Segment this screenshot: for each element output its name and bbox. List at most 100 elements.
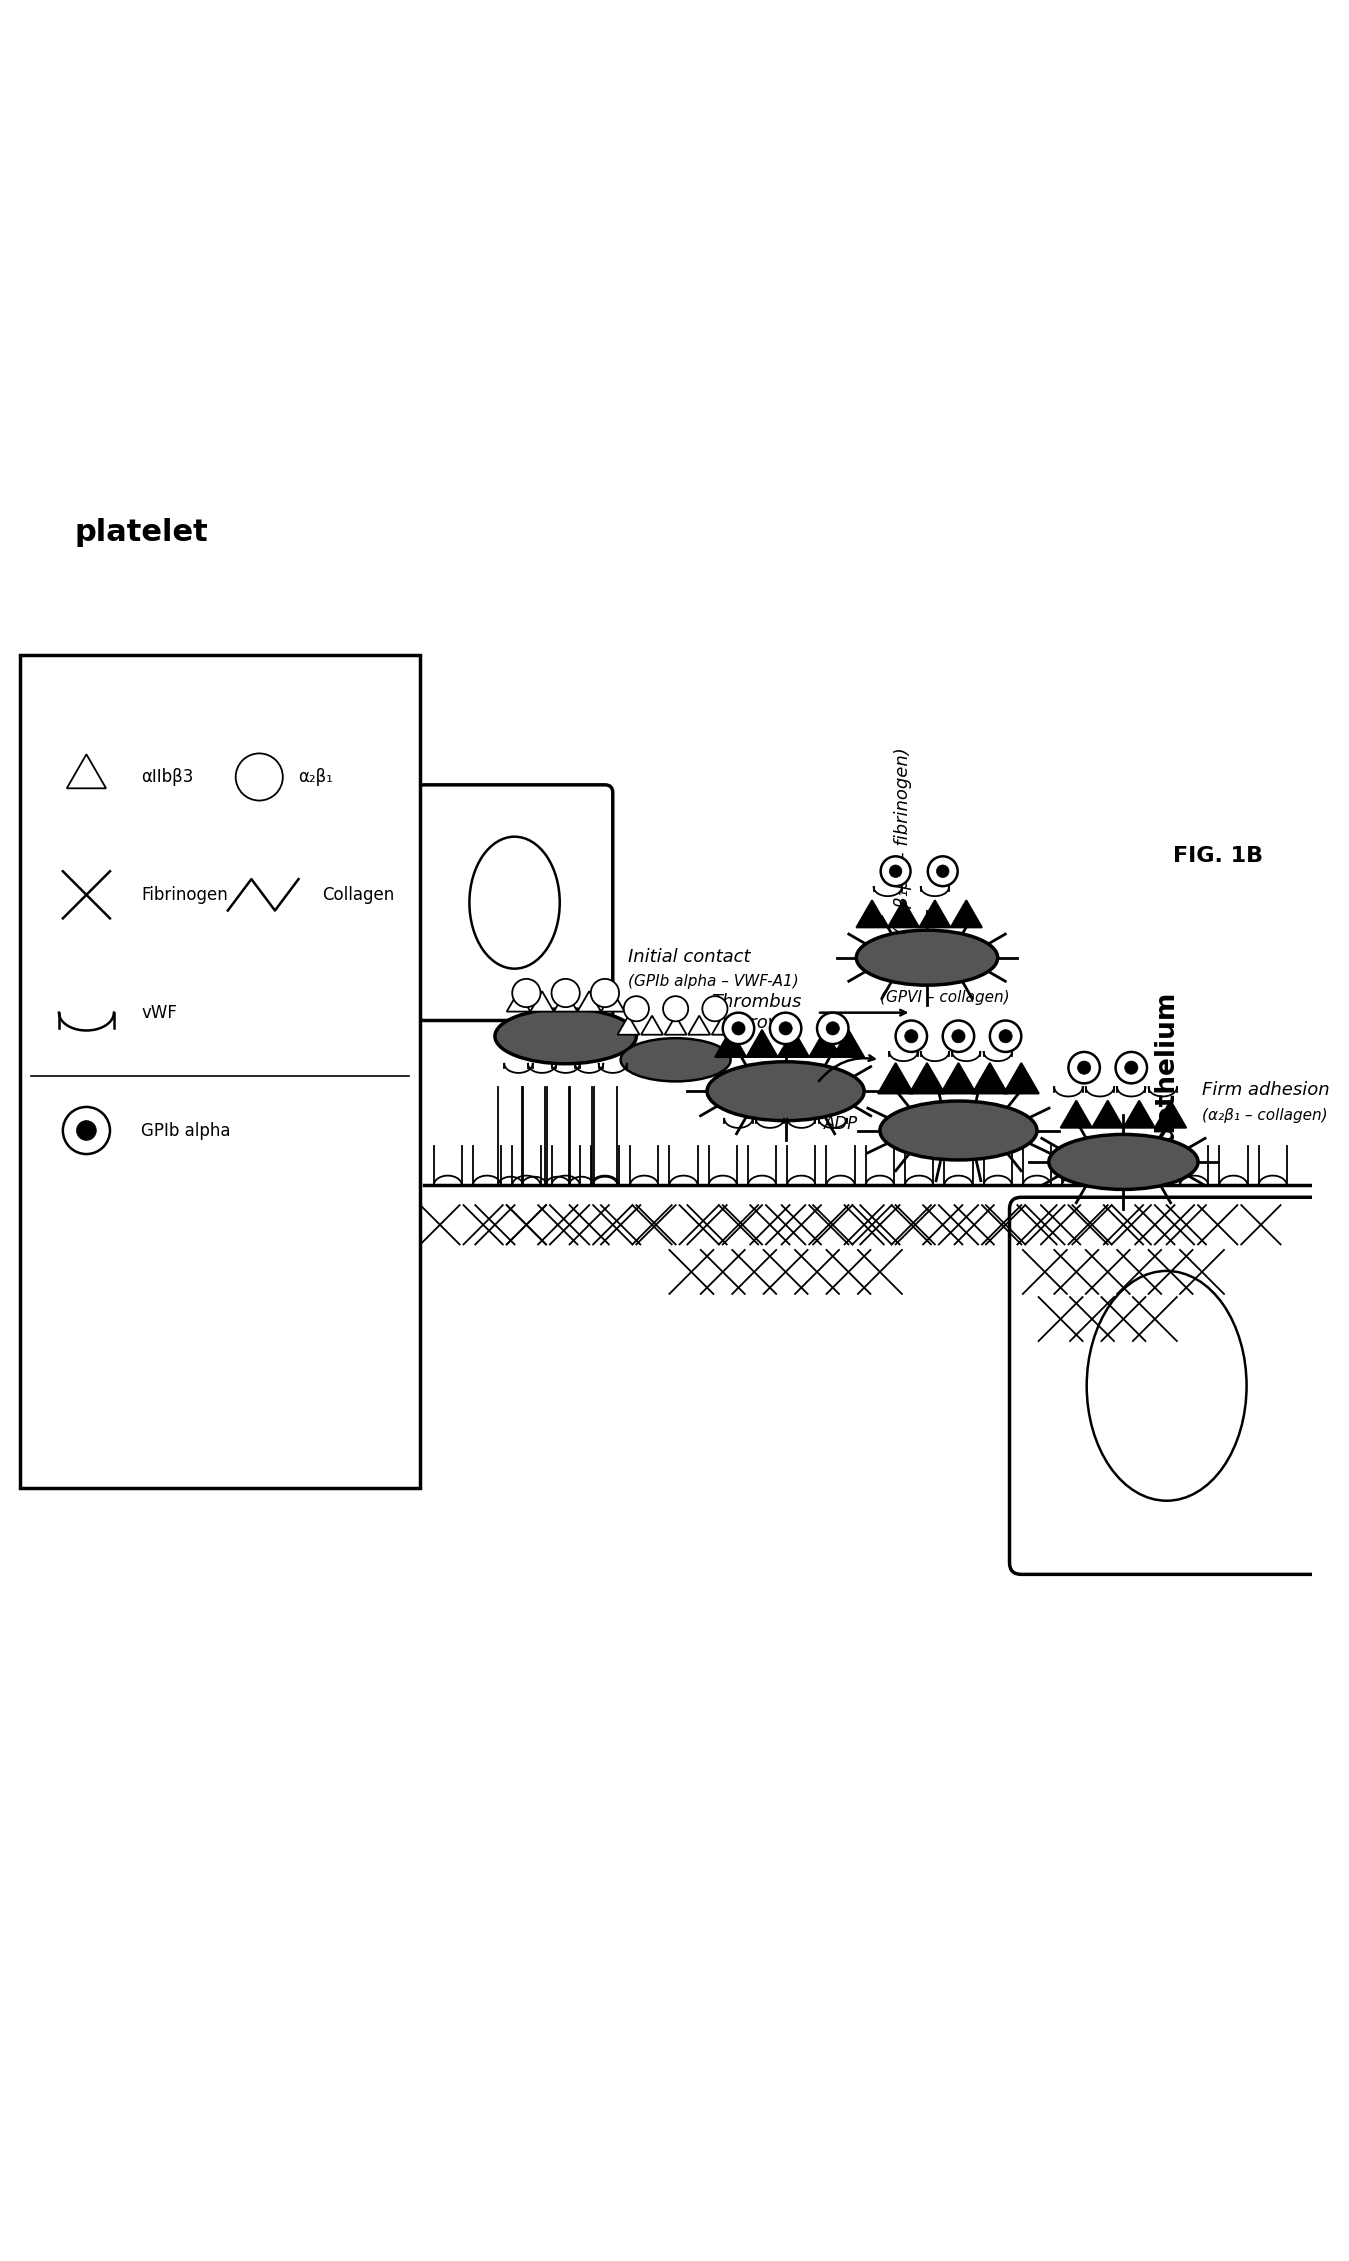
Text: Activation: Activation — [880, 963, 970, 981]
Circle shape — [96, 852, 124, 882]
Polygon shape — [185, 780, 208, 800]
Polygon shape — [919, 900, 951, 927]
Circle shape — [1078, 1060, 1091, 1074]
Text: Initial contact: Initial contact — [629, 947, 751, 965]
Circle shape — [664, 997, 688, 1022]
Ellipse shape — [707, 1063, 865, 1121]
Polygon shape — [641, 1015, 664, 1036]
Ellipse shape — [469, 837, 560, 968]
Circle shape — [1068, 1051, 1099, 1083]
Ellipse shape — [90, 809, 224, 855]
Polygon shape — [940, 1063, 977, 1094]
Text: Thrombus
growth: Thrombus growth — [711, 993, 801, 1031]
Text: GPIb alpha: GPIb alpha — [142, 1121, 231, 1140]
Polygon shape — [809, 1029, 840, 1058]
Circle shape — [936, 866, 948, 877]
Circle shape — [159, 1011, 188, 1038]
Polygon shape — [161, 780, 185, 800]
Circle shape — [990, 1020, 1021, 1051]
Polygon shape — [1091, 1101, 1124, 1128]
Polygon shape — [1004, 1063, 1039, 1094]
Polygon shape — [602, 990, 625, 1011]
Polygon shape — [618, 1015, 639, 1036]
Text: ADP: ADP — [823, 1115, 858, 1133]
Text: Firm adhesion: Firm adhesion — [1202, 1081, 1330, 1099]
Circle shape — [723, 1013, 754, 1045]
Text: α₂β₁: α₂β₁ — [298, 769, 333, 787]
Polygon shape — [67, 755, 107, 789]
Polygon shape — [715, 1029, 746, 1058]
Polygon shape — [1124, 1101, 1155, 1128]
Circle shape — [591, 979, 619, 1006]
Circle shape — [778, 1022, 792, 1036]
Ellipse shape — [495, 1008, 637, 1063]
Polygon shape — [554, 990, 577, 1011]
Circle shape — [770, 1013, 801, 1045]
Polygon shape — [746, 1029, 778, 1058]
Polygon shape — [138, 936, 161, 956]
Circle shape — [905, 1029, 917, 1042]
Ellipse shape — [90, 965, 224, 1013]
Polygon shape — [951, 900, 982, 927]
Circle shape — [127, 1011, 155, 1038]
Circle shape — [127, 852, 155, 882]
Circle shape — [159, 852, 188, 882]
Ellipse shape — [1087, 1271, 1246, 1501]
Circle shape — [77, 1121, 96, 1140]
Circle shape — [1125, 1060, 1139, 1074]
Polygon shape — [712, 1015, 734, 1036]
Polygon shape — [185, 936, 208, 956]
Circle shape — [236, 753, 283, 800]
Polygon shape — [857, 900, 888, 927]
Polygon shape — [138, 780, 161, 800]
Text: (GPVI – collagen): (GPVI – collagen) — [880, 990, 1009, 1004]
Text: endothelium: endothelium — [1153, 990, 1179, 1178]
Polygon shape — [113, 936, 138, 956]
Circle shape — [703, 997, 727, 1022]
FancyBboxPatch shape — [1009, 1198, 1323, 1574]
Ellipse shape — [880, 1101, 1037, 1160]
Text: FIG. 1B: FIG. 1B — [1172, 846, 1263, 866]
Text: (α₂β₁ – collagen): (α₂β₁ – collagen) — [1202, 1108, 1327, 1124]
Polygon shape — [577, 990, 602, 1011]
Polygon shape — [1155, 1101, 1186, 1128]
Polygon shape — [161, 936, 185, 956]
Polygon shape — [973, 1063, 1008, 1094]
Text: Collagen: Collagen — [302, 681, 374, 699]
Text: αIIbβ3: αIIbβ3 — [142, 769, 194, 787]
Text: α₂β₁: α₂β₁ — [147, 681, 182, 699]
Circle shape — [952, 1029, 965, 1042]
Polygon shape — [1060, 1101, 1091, 1128]
Polygon shape — [878, 1063, 913, 1094]
Text: platelet: platelet — [74, 518, 208, 547]
Text: (α₂β₁β3 – fibrinogen): (α₂β₁β3 – fibrinogen) — [894, 748, 912, 934]
Circle shape — [1116, 1051, 1147, 1083]
Circle shape — [623, 997, 649, 1022]
Ellipse shape — [621, 1038, 731, 1081]
Circle shape — [817, 1013, 849, 1045]
Circle shape — [513, 979, 541, 1006]
Circle shape — [63, 1108, 111, 1153]
Polygon shape — [665, 1015, 687, 1036]
Polygon shape — [113, 780, 138, 800]
Circle shape — [943, 1020, 974, 1051]
Polygon shape — [832, 1029, 865, 1058]
Text: vWF: vWF — [142, 1004, 177, 1022]
Polygon shape — [507, 990, 530, 1011]
FancyBboxPatch shape — [417, 785, 612, 1020]
Polygon shape — [530, 990, 554, 1011]
Polygon shape — [90, 780, 113, 800]
Circle shape — [733, 1022, 745, 1036]
Circle shape — [552, 979, 580, 1006]
Circle shape — [1000, 1029, 1012, 1042]
Polygon shape — [888, 900, 919, 927]
Polygon shape — [909, 1063, 944, 1094]
Text: (GPIb alpha – VWF-A1): (GPIb alpha – VWF-A1) — [629, 974, 799, 988]
Circle shape — [826, 1022, 839, 1036]
Ellipse shape — [857, 929, 998, 986]
Polygon shape — [688, 1015, 710, 1036]
Circle shape — [928, 857, 958, 886]
Text: Collagen: Collagen — [322, 886, 394, 904]
Polygon shape — [778, 1029, 809, 1058]
Ellipse shape — [1048, 1135, 1198, 1189]
